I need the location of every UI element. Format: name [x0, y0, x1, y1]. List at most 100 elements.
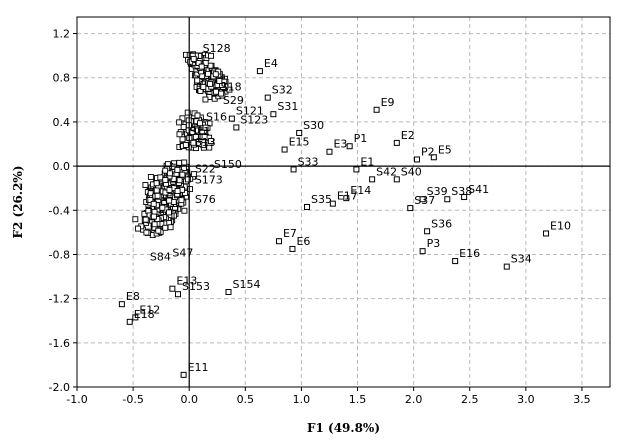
y-tick-label: 0.4 — [53, 116, 71, 129]
cluster-point — [166, 197, 173, 204]
point-label: S42 — [376, 165, 397, 178]
cluster-point — [192, 134, 199, 140]
point-label: E9 — [381, 96, 395, 109]
x-axis-title: F1 (49.8%) — [307, 421, 380, 435]
data-point — [444, 196, 451, 203]
data-point — [290, 166, 297, 173]
cluster-point — [212, 71, 219, 78]
point-label: S34 — [511, 253, 532, 266]
y-tick-label: 1.2 — [53, 28, 71, 41]
cluster-point — [201, 134, 208, 140]
point-label: E5 — [438, 143, 452, 156]
dense-cluster — [132, 51, 233, 239]
x-tick-label: 3.5 — [573, 393, 591, 406]
point-label: S40 — [401, 165, 422, 178]
cluster-label: S128 — [203, 42, 231, 55]
cluster-point — [198, 63, 205, 70]
cluster-point — [190, 171, 197, 178]
point-label: E13 — [176, 275, 197, 288]
x-tick-label: 2.0 — [405, 393, 423, 406]
point-label: S39 — [427, 185, 448, 198]
x-tick-label: 0.5 — [237, 393, 255, 406]
data-point — [343, 195, 350, 202]
data-point — [264, 94, 271, 101]
point-label: S31 — [277, 100, 298, 113]
point-label: S36 — [431, 217, 452, 230]
plot-frame — [76, 16, 611, 388]
y-tick-label: -1.2 — [49, 293, 70, 306]
data-point — [132, 314, 139, 321]
cluster-point — [194, 77, 201, 84]
axes — [73, 17, 610, 391]
point-label: E14 — [350, 184, 371, 197]
cluster-point — [218, 90, 225, 97]
data-point — [407, 205, 414, 212]
point-label: S154 — [232, 278, 260, 291]
x-tick-label: -1.0 — [66, 393, 87, 406]
cluster-point — [142, 216, 149, 223]
x-tick-label: 2.5 — [461, 393, 479, 406]
cluster-point — [202, 96, 209, 103]
cluster-point — [200, 83, 207, 90]
cluster-label: S18 — [221, 81, 242, 94]
data-point — [281, 146, 288, 153]
cluster-point — [180, 165, 187, 171]
data-point — [270, 111, 277, 118]
cluster-point — [196, 141, 203, 147]
cluster-label: S16 — [206, 110, 227, 123]
cluster-point — [150, 200, 157, 207]
cluster-point — [142, 182, 149, 188]
cluster-point — [132, 216, 139, 223]
point-label: E18 — [134, 308, 155, 321]
data-point — [393, 176, 400, 183]
cluster-point — [202, 60, 209, 66]
cluster-point — [147, 190, 154, 197]
cluster-point — [157, 174, 164, 181]
data-point — [413, 156, 420, 163]
y-tick-label: 0.0 — [53, 160, 71, 173]
data-point — [256, 68, 263, 75]
cluster-point — [216, 78, 223, 85]
point-label: E15 — [289, 136, 310, 149]
y-axis-title: F2 (26.2%) — [11, 165, 25, 238]
cluster-label: S76 — [195, 193, 216, 206]
data-point — [461, 194, 468, 201]
point-label: S121 — [236, 105, 264, 118]
point-label: E8 — [126, 290, 140, 303]
x-tick-label: -0.5 — [122, 393, 143, 406]
y-tick-label: -0.4 — [49, 204, 70, 217]
data-point — [126, 318, 133, 325]
tick-labels: -1.0 -0.5 0.0 0.5 1.0 1.5 2.0 2.5 3.0 3.5 1.2 0.8 0.… — [49, 28, 591, 406]
data-point — [233, 124, 240, 131]
point-label: E1 — [360, 155, 374, 168]
point-label: E3 — [333, 138, 347, 151]
y-tick-label: -1.6 — [49, 337, 70, 350]
point-label: E12 — [139, 303, 160, 316]
x-tick-label: 1.0 — [293, 393, 311, 406]
cluster-point — [176, 119, 183, 126]
cluster-point — [179, 136, 186, 143]
point-label: S41 — [468, 183, 489, 196]
cluster-point — [135, 225, 141, 232]
data-point — [346, 143, 353, 150]
point-label: S30 — [303, 119, 324, 132]
cluster-point — [179, 115, 186, 122]
x-tick-label: 0.0 — [180, 393, 198, 406]
cluster-point — [166, 170, 173, 177]
data-point — [353, 166, 360, 173]
cluster-point — [143, 229, 150, 236]
data-point — [118, 301, 125, 308]
point-label: E17 — [337, 190, 358, 203]
cluster-point — [190, 139, 197, 146]
data-point — [419, 196, 426, 203]
cluster-point — [179, 171, 186, 178]
x-tick-label: 1.5 — [349, 393, 367, 406]
cluster-point — [166, 209, 172, 216]
cluster-point — [207, 80, 213, 87]
cluster-point — [184, 176, 191, 183]
data-point — [373, 106, 380, 113]
data-point — [452, 258, 459, 265]
